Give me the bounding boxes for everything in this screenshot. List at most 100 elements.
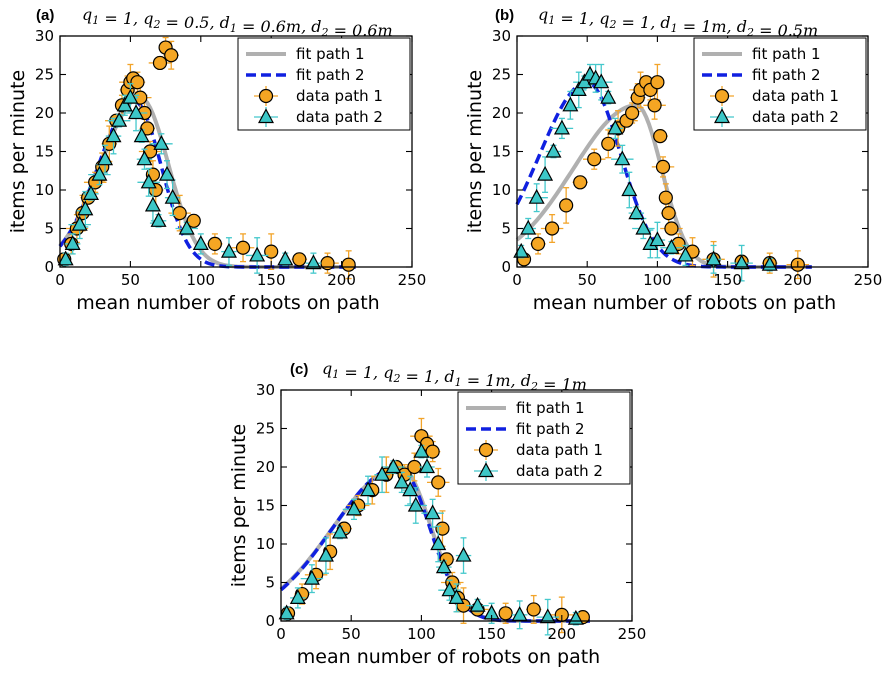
data-point-path-1 — [235, 240, 251, 255]
y-tick-label: 15 — [35, 143, 54, 161]
legend-label: fit path 2 — [296, 66, 365, 84]
x-tick-label: 50 — [578, 271, 597, 289]
data-point-path-2 — [537, 165, 554, 181]
x-axis-label: mean number of robots on path — [76, 292, 379, 314]
data-point-path-1 — [587, 152, 602, 167]
legend-label: data path 2 — [296, 108, 383, 126]
y-tick-label: 0 — [501, 258, 511, 276]
data-point-path-2 — [57, 250, 74, 266]
data-point-path-1 — [653, 129, 668, 144]
chart-panel-c: (c) q1 = 1, q2 = 1, d1 = 1m, d2 = 1m0 50 10… — [228, 359, 646, 668]
y-tick-label: 10 — [492, 181, 511, 199]
data-point-path-1 — [130, 75, 145, 90]
data-point-path-2 — [430, 535, 447, 551]
data-point-path-2 — [385, 458, 402, 474]
data-point-path-2 — [553, 119, 570, 135]
data-point-path-2 — [317, 546, 334, 562]
data-point-path-2 — [136, 150, 153, 166]
panel-title: q1 = 1, q2 = 1, d1 = 1m, d2 = 0.5m — [538, 5, 818, 40]
data-point-path-2 — [178, 219, 195, 235]
data-point-path-2 — [562, 96, 579, 112]
data-point-path-2 — [305, 254, 322, 270]
legend-label: data path 1 — [296, 87, 383, 105]
data-point-path-2 — [144, 196, 161, 212]
data-point-path-2 — [407, 496, 424, 512]
x-tick-label: 0 — [55, 271, 65, 289]
data-point-path-1 — [544, 221, 560, 236]
data-point-path-1 — [650, 75, 665, 90]
y-tick-label: 0 — [44, 258, 54, 276]
legend-swatch-data-1 — [478, 442, 494, 458]
data-point-path-1 — [207, 236, 222, 251]
data-point-path-2 — [116, 96, 133, 112]
data-point-path-2 — [663, 238, 680, 254]
x-tick-label: 50 — [342, 625, 361, 643]
y-tick-label: 5 — [265, 574, 275, 592]
y-tick-label: 25 — [35, 66, 54, 84]
x-tick-label: 200 — [783, 271, 812, 289]
x-tick-label: 100 — [643, 271, 672, 289]
x-tick-label: 0 — [276, 625, 286, 643]
x-tick-label: 100 — [407, 625, 436, 643]
data-point-path-2 — [441, 581, 458, 597]
data-point-path-2 — [705, 250, 722, 266]
legend-swatch-data-2 — [477, 462, 495, 478]
data-point-path-1 — [498, 606, 513, 621]
data-point-path-2 — [277, 250, 294, 266]
y-tick-label: 10 — [35, 181, 54, 199]
data-point-path-2 — [71, 215, 88, 231]
legend-label: fit path 2 — [752, 66, 821, 84]
y-axis-label: items per minute — [464, 70, 486, 233]
data-point-path-1 — [143, 144, 158, 159]
legend-label: fit path 1 — [516, 399, 585, 417]
data-point-path-1 — [431, 475, 446, 490]
x-tick-label: 0 — [512, 271, 522, 289]
data-point-path-2 — [733, 254, 750, 270]
data-point-path-1 — [661, 206, 676, 221]
data-point-path-2 — [570, 81, 587, 97]
data-point-path-1 — [625, 105, 640, 121]
legend-swatch-data-1 — [714, 88, 730, 104]
x-axis-label: mean number of robots on path — [297, 646, 600, 668]
data-point-path-2 — [105, 127, 122, 143]
data-point-path-1 — [559, 198, 574, 213]
data-point-path-2 — [220, 242, 237, 258]
data-point-path-2 — [374, 465, 391, 481]
data-point-path-2 — [614, 150, 631, 166]
legend-swatch-data-2 — [257, 108, 275, 124]
data-point-path-2 — [393, 473, 410, 489]
y-tick-label: 20 — [492, 104, 511, 122]
data-point-path-2 — [82, 185, 99, 200]
y-tick-label: 30 — [492, 27, 511, 45]
x-tick-label: 200 — [547, 625, 576, 643]
data-point-path-1 — [292, 252, 307, 267]
data-point-path-2 — [621, 181, 638, 197]
data-point-path-2 — [159, 165, 176, 181]
data-point-path-2 — [97, 150, 114, 166]
data-point-path-2 — [628, 204, 645, 220]
x-tick-label: 250 — [398, 271, 427, 289]
y-tick-label: 5 — [44, 220, 54, 238]
legend-label: fit path 1 — [752, 45, 821, 63]
data-point-path-2 — [539, 608, 556, 624]
data-point-path-1 — [407, 459, 422, 475]
data-point-path-2 — [469, 596, 486, 612]
legend-label: data path 1 — [752, 87, 839, 105]
data-point-path-2 — [91, 165, 108, 181]
data-point-path-2 — [122, 88, 139, 104]
legend-label: data path 2 — [752, 108, 839, 126]
y-tick-label: 30 — [35, 27, 54, 45]
chart-panel-a: (a) q1 = 1, q2 = 0.5, d1 = 0.6m, d2 = 0.6… — [7, 5, 426, 314]
legend-swatch-data-1 — [258, 88, 274, 104]
legend-label: fit path 2 — [516, 420, 585, 438]
data-point-path-2 — [607, 119, 624, 135]
y-axis-label: items per minute — [7, 70, 29, 233]
data-point-path-2 — [64, 235, 81, 250]
y-tick-label: 15 — [256, 497, 275, 515]
data-point-path-2 — [360, 481, 377, 497]
x-tick-label: 100 — [186, 271, 215, 289]
data-point-path-2 — [150, 212, 167, 227]
data-point-path-1 — [658, 190, 673, 205]
data-point-path-2 — [77, 200, 94, 216]
data-point-path-2 — [649, 231, 666, 247]
